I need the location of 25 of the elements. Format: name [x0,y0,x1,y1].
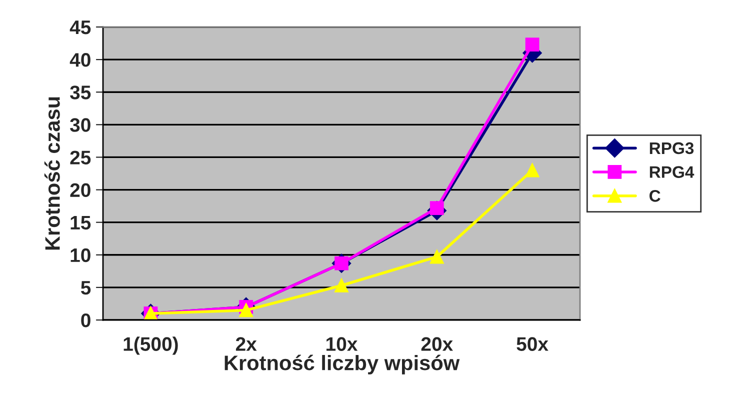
y-tick-label: 0 [81,313,90,328]
x-tick-label: 10x [326,337,358,351]
y-tick-label: 15 [70,216,91,230]
x-tick-label: 2x [236,337,257,351]
point [525,38,540,52]
y-tick-label: 45 [70,20,91,34]
y-axis-title: Krotność czasu [44,97,60,250]
y-tick-label: 20 [70,183,90,198]
point [430,250,444,264]
y-tick-label: 35 [70,86,91,100]
legend-label: RPG3 [650,142,694,154]
y-tick-label: 25 [70,150,91,164]
point [239,303,254,318]
legend-label: RPG4 [650,166,694,178]
y-tick-label: 30 [70,118,90,132]
y-tick-label: 10 [70,248,90,262]
legend-label: C [650,190,660,202]
point [334,278,348,292]
point [525,163,540,178]
x-tick-label: 1(500) [124,336,178,355]
y-tick-label: 40 [70,53,90,67]
x-tick-label: 50x [516,337,548,351]
x-axis-title: Krotność liczby wpisów [224,354,460,374]
x-tick-label: 20x [421,337,453,351]
y-tick-label: 5 [80,281,91,295]
